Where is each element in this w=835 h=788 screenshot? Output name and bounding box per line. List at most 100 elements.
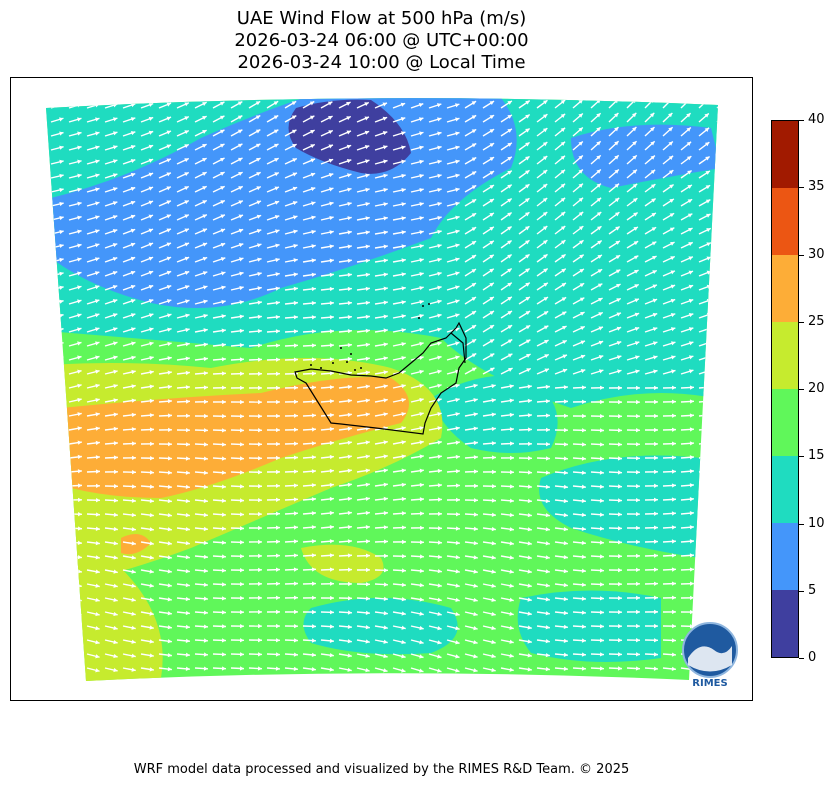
wind-arrow-head [291,115,297,120]
wind-arrow-head [632,183,638,189]
wind-arrow-head [401,639,406,645]
colorbar-tick [799,456,804,458]
wind-arrow-head [635,666,640,671]
wind-arrow-shaft [716,242,718,249]
wind-arrow-head [311,624,316,629]
wind-arrow-head [203,638,208,643]
wind-arrow-head [707,567,712,572]
wind-arrow-head [636,413,640,419]
wind-arrow-head [543,282,548,287]
wind-arrow-head [491,555,496,560]
wind-arrow-head [113,398,118,403]
wind-arrow-head [166,270,172,275]
wind-arrow-head [652,298,658,303]
wind-arrow-head [130,103,136,108]
wind-arrow-head [596,127,601,132]
colorbar-tick-label: 0 [808,650,817,665]
wind-arrow-head [616,355,622,360]
wind-arrow-head [725,285,729,289]
wind-arrow-head [543,268,548,273]
wind-arrow-head [220,143,225,148]
wind-arrow-head [112,256,118,262]
wind-arrow-head [455,117,460,122]
wind-arrow-head [561,254,566,259]
wind-arrow-head [455,229,460,234]
wind-arrow-head [667,98,673,104]
wind-arrow-head [560,169,566,174]
wind-arrow-head [723,128,727,132]
wind-arrow-shaft [123,682,136,684]
wind-arrow-head [563,442,568,447]
wind-arrow-head [633,212,638,217]
wind-arrow-head [489,129,495,134]
wind-arrow-head [95,583,100,588]
wind-arrow-head [724,186,728,190]
wind-arrow-head [707,496,712,502]
wind-arrow-head [689,483,694,488]
wind-arrow-head [653,567,658,572]
wind-arrow-head [578,169,583,174]
wind-arrow-head [113,341,118,346]
wind-arrow-head [437,271,442,276]
wind-arrow-head [581,666,586,671]
wind-arrow-head [401,216,406,221]
wind-arrow-shaft [716,98,718,109]
wind-arrow-head [705,156,710,161]
wind-arrow-head [77,668,82,673]
wind-arrow-head [166,299,172,304]
wind-arrow-head [437,243,442,249]
wind-arrow-head [491,412,496,417]
wind-arrow-head [167,666,172,672]
wind-arrow-head [239,512,244,517]
wind-arrow-head [455,583,460,588]
wind-arrow-head [689,399,694,404]
wind-arrow-head [617,484,622,489]
wind-arrow-head [167,484,172,489]
wind-arrow-head [95,654,100,659]
wind-arrow-head [221,314,226,319]
wind-arrow-head [329,510,334,516]
wind-arrow-head [455,173,460,178]
wind-arrow-head [688,284,694,289]
wind-arrow-head [130,313,136,318]
wind-arrow-head [668,113,673,118]
wind-arrow-head [437,229,442,235]
wind-arrow-shaft [105,682,118,685]
wind-arrow-head [687,170,692,175]
wind-arrow-head [706,341,712,346]
colorbar-segment [772,522,798,590]
wind-arrow-head [599,498,604,503]
wind-arrow-head [59,640,64,645]
wind-arrow-head [275,581,280,586]
wind-arrow-head [328,130,333,135]
wind-arrow-head [581,442,586,447]
wind-arrow-head [491,541,496,546]
wind-arrow-head [240,385,244,391]
colorbar-segment [772,120,798,188]
wind-arrow-head [95,540,100,546]
wind-arrow-head [329,581,334,586]
wind-arrow-head [671,427,676,432]
wind-arrow-head [130,242,136,247]
wind-arrow-head [274,172,279,177]
wind-arrow-shaft [698,568,713,571]
wind-arrow-head [455,412,460,417]
wind-arrow-head [329,553,334,558]
wind-arrow-head [525,254,530,259]
wind-arrow-head [489,353,495,358]
wind-arrow-head [617,512,622,517]
wind-arrow-head [276,385,280,391]
wind-arrow-head [293,272,298,277]
wind-arrow-head [166,214,171,219]
wind-arrow-head [672,609,676,615]
wind-arrow-head [276,427,280,433]
wind-arrow-head [581,568,586,573]
wind-arrow-head [94,299,100,304]
wind-arrow-head [185,666,190,671]
wind-arrow-head [617,638,622,643]
wind-arrow-head [654,427,658,433]
wind-arrow-head [401,582,406,588]
wind-arrow-head [525,282,530,287]
wind-arrow-head [707,454,712,460]
wind-arrow-head [688,227,693,232]
